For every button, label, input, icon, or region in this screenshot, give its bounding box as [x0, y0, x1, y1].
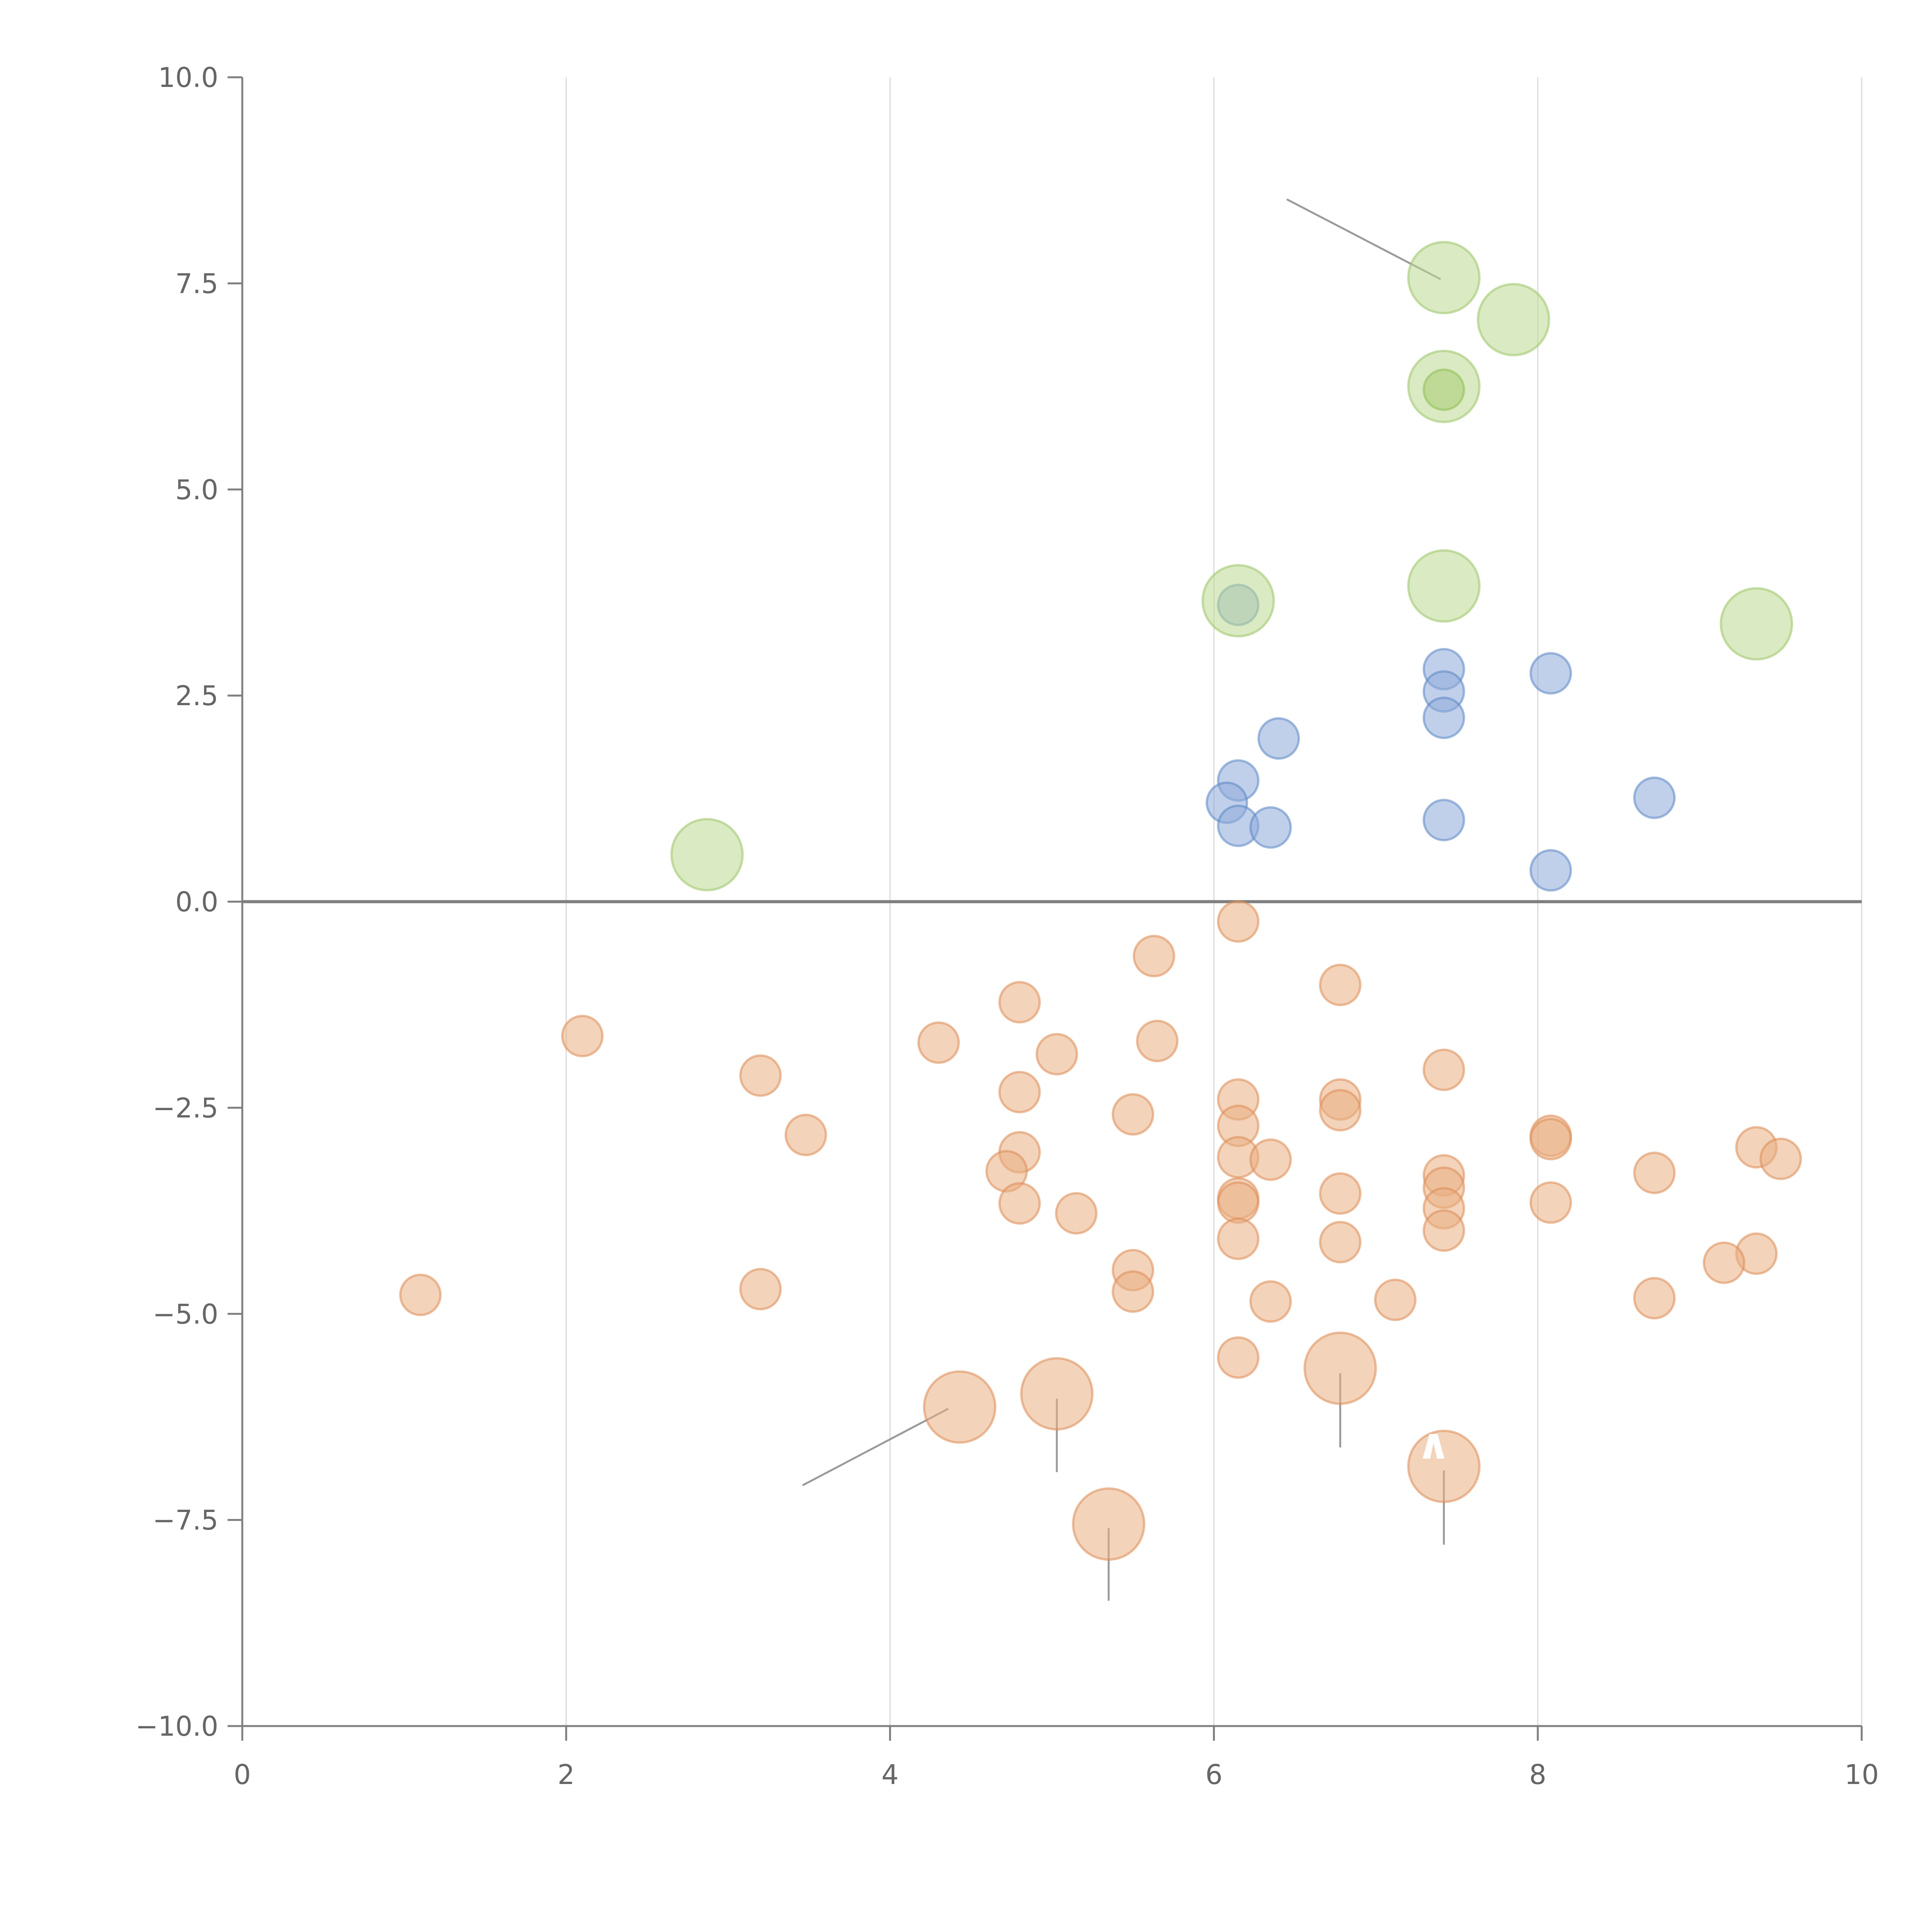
- data-point-orange: [1112, 1270, 1155, 1313]
- x-tick-label: 4: [881, 1759, 899, 1791]
- data-point-orange: [1112, 1093, 1155, 1136]
- y-tick-label: 5.0: [175, 474, 218, 506]
- data-point-orange: [1374, 1278, 1417, 1321]
- y-tick-label: −7.5: [153, 1505, 218, 1536]
- data-point-green: [670, 818, 744, 891]
- data-point-green-small: [1422, 368, 1465, 411]
- data-point-green: [1719, 587, 1793, 661]
- x-tick-label: 10: [1844, 1759, 1879, 1791]
- data-point-blue: [1422, 696, 1465, 739]
- data-point-orange: [998, 1182, 1041, 1225]
- x-tick-label: 8: [1529, 1759, 1547, 1791]
- data-point-orange: [1055, 1192, 1098, 1235]
- data-point-orange-large: [1407, 1429, 1481, 1503]
- y-tick-label: −5.0: [153, 1298, 218, 1330]
- y-tick-label: 0.0: [175, 886, 218, 918]
- data-point-orange: [1136, 1020, 1179, 1063]
- data-point-orange: [917, 1021, 960, 1064]
- data-point-orange: [399, 1274, 442, 1316]
- tick-labels: 10.0 7.5 5.0 2.5 0.0 −2.5 −5.0 −7.5 −10.0 0 2 4 6 8 10: [135, 62, 1879, 1791]
- data-point-orange: [1529, 1181, 1572, 1224]
- data-point-blue: [1633, 776, 1676, 819]
- data-point-orange-large: [1303, 1332, 1377, 1405]
- data-point-orange: [739, 1054, 782, 1097]
- data-point-orange-large: [1020, 1357, 1094, 1431]
- data-point-orange: [1319, 963, 1362, 1006]
- data-point-green: [1407, 241, 1481, 315]
- x-tick-label: 2: [558, 1759, 575, 1791]
- data-points: [399, 241, 1802, 1561]
- data-point-orange: [1529, 1117, 1572, 1160]
- data-point-green: [1407, 549, 1481, 623]
- data-point-orange: [1133, 935, 1175, 978]
- data-point-blue: [1529, 849, 1572, 892]
- data-point-orange: [739, 1268, 782, 1311]
- data-point-blue: [1422, 799, 1465, 842]
- data-point-orange: [1633, 1277, 1676, 1320]
- data-point-orange: [1217, 900, 1260, 943]
- data-point-orange: [1633, 1151, 1676, 1194]
- data-point-orange: [1217, 1181, 1260, 1224]
- data-point-orange-large: [1072, 1487, 1146, 1561]
- y-tick-label: 7.5: [175, 268, 218, 299]
- data-point-orange: [1702, 1241, 1745, 1284]
- axes: [228, 76, 1863, 1741]
- y-tick-label: −2.5: [153, 1092, 218, 1124]
- data-point-green: [1201, 564, 1275, 638]
- data-point-blue: [1257, 717, 1300, 760]
- data-point-orange-large: [923, 1370, 997, 1444]
- y-tick-label: −10.0: [135, 1711, 218, 1742]
- data-point-orange: [1217, 1218, 1260, 1260]
- data-point-orange: [1249, 1138, 1292, 1181]
- data-point-orange: [1422, 1048, 1465, 1091]
- data-point-orange: [1217, 1336, 1260, 1379]
- data-point-orange: [1319, 1221, 1362, 1264]
- data-point-orange: [1249, 1280, 1292, 1323]
- data-point-orange: [784, 1114, 827, 1156]
- data-point-orange: [1036, 1033, 1078, 1076]
- y-tick-label: 2.5: [175, 680, 218, 712]
- x-tick-label: 0: [234, 1759, 251, 1791]
- data-point-blue: [1249, 806, 1292, 849]
- data-point-orange: [1422, 1209, 1465, 1252]
- data-point-orange: [1319, 1089, 1362, 1132]
- data-point-orange: [1319, 1172, 1362, 1215]
- data-point-orange: [1759, 1138, 1802, 1180]
- data-point-green: [1476, 283, 1550, 357]
- data-point-orange: [561, 1015, 604, 1058]
- data-point-orange: [998, 981, 1041, 1024]
- callout-label: ∧: [1416, 1419, 1451, 1469]
- y-tick-label: 10.0: [158, 62, 218, 94]
- x-tick-label: 6: [1205, 1759, 1223, 1791]
- data-point-orange: [998, 1071, 1041, 1114]
- annotation-leader: [802, 1408, 949, 1486]
- data-point-blue: [1529, 652, 1572, 695]
